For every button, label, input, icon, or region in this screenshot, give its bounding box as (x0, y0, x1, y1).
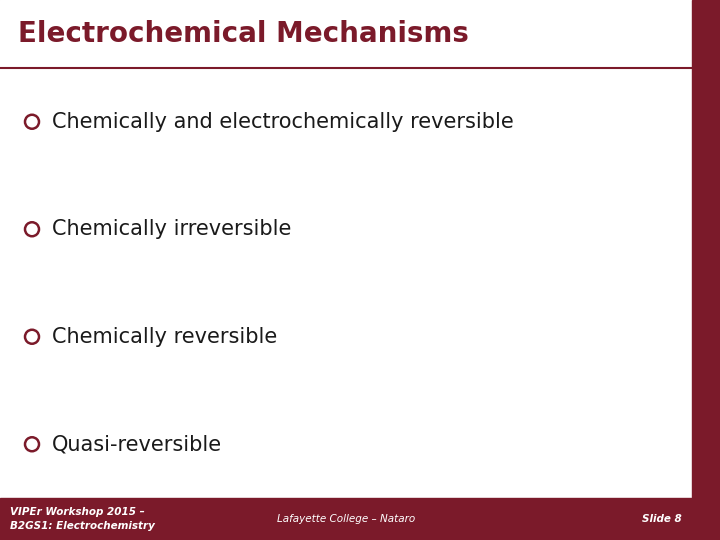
Bar (0, 0, 692, 68)
Text: VIPEr Workshop 2015 –
B2GS1: Electrochemistry: VIPEr Workshop 2015 – B2GS1: Electrochem… (10, 508, 155, 531)
Text: Chemically irreversible: Chemically irreversible (52, 219, 292, 239)
Text: Chemically reversible: Chemically reversible (52, 327, 277, 347)
Text: Electrochemical Mechanisms: Electrochemical Mechanisms (18, 20, 469, 48)
Text: Chemically and electrochemically reversible: Chemically and electrochemically reversi… (52, 112, 514, 132)
Bar (0, 498, 692, 540)
Text: Quasi-reversible: Quasi-reversible (52, 434, 222, 454)
Text: Lafayette College – Nataro: Lafayette College – Nataro (277, 514, 415, 524)
Bar (692, 0, 720, 540)
Text: Slide 8: Slide 8 (642, 514, 682, 524)
